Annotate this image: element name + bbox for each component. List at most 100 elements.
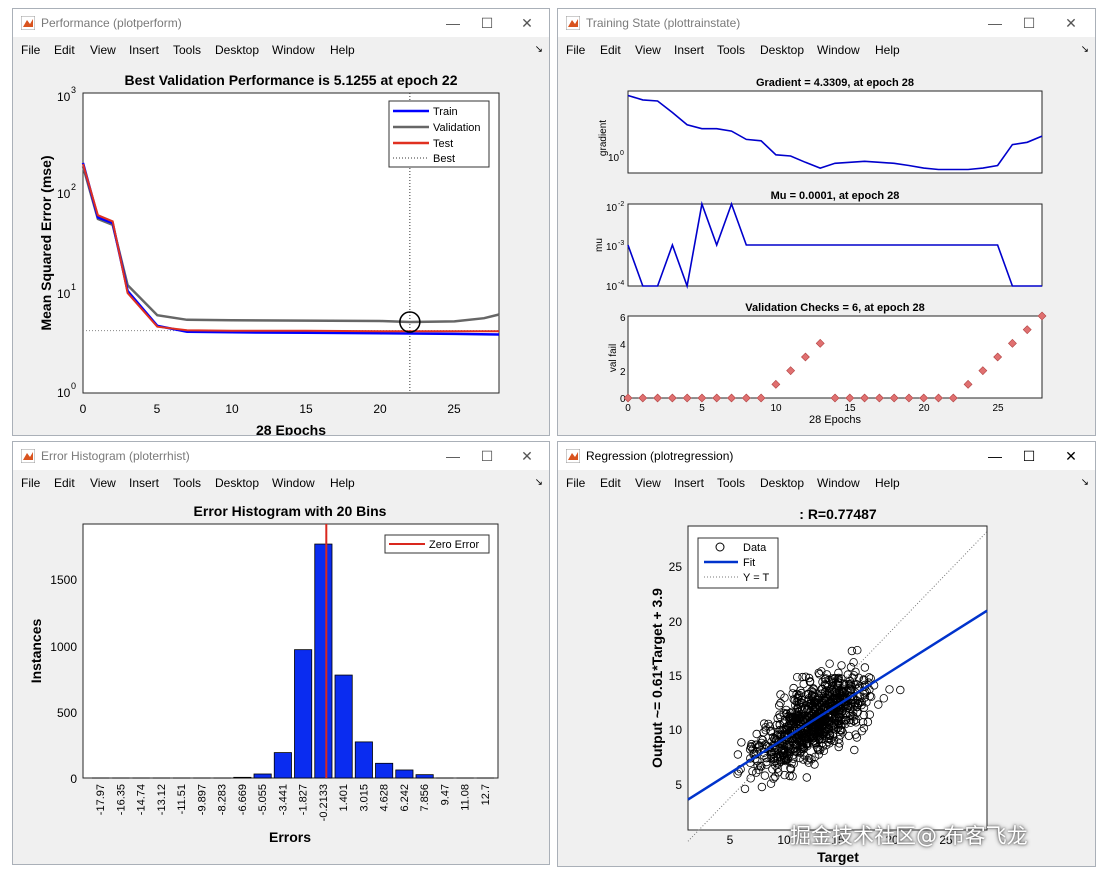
menu-help[interactable]: Help	[875, 43, 900, 57]
data-point	[815, 745, 825, 755]
menu-tools[interactable]: Tools	[717, 476, 746, 490]
menu-tools[interactable]: Tools	[717, 43, 746, 57]
y-axis-label: Mean Squared Error (mse)	[38, 155, 54, 330]
maximize-button[interactable]: ☐	[480, 15, 494, 31]
menu-insert[interactable]: Insert	[129, 43, 160, 57]
minimize-button[interactable]: —	[988, 448, 1002, 464]
dock-icon[interactable]: ↘	[534, 477, 543, 488]
menu-window[interactable]: Window	[272, 43, 315, 57]
data-point	[860, 676, 869, 685]
menu-desktop[interactable]: Desktop	[215, 476, 260, 490]
title-bar[interactable]: Performance (plotperform) — ☐ ✕	[13, 9, 549, 37]
data-point	[851, 718, 861, 727]
menu-desktop[interactable]: Desktop	[760, 476, 805, 490]
val-check-point	[874, 393, 884, 403]
close-button[interactable]: ✕	[521, 448, 533, 464]
close-button[interactable]: ✕	[1065, 448, 1077, 464]
menu-help[interactable]: Help	[330, 43, 355, 57]
menu-file[interactable]: File	[21, 43, 41, 57]
menu-view[interactable]: View	[635, 476, 661, 490]
menu-file[interactable]: File	[566, 43, 586, 57]
legend-data-marker	[715, 542, 725, 552]
minimize-button[interactable]: —	[446, 15, 460, 31]
title-bar[interactable]: Error Histogram (ploterrhist) — ☐ ✕	[13, 442, 549, 470]
val-ytick: 0	[620, 394, 626, 405]
histogram-bar	[415, 774, 434, 779]
regression-plot[interactable]: : R=0.77487 Output ~= 0.61*Target + 3.9 …	[558, 496, 1096, 866]
menu-edit[interactable]: Edit	[600, 476, 621, 490]
close-button[interactable]: ✕	[521, 15, 533, 31]
menu-insert[interactable]: Insert	[129, 476, 160, 490]
dock-icon[interactable]: ↘	[534, 44, 543, 55]
menu-insert[interactable]: Insert	[674, 476, 705, 490]
data-point	[844, 708, 854, 717]
data-point	[794, 691, 803, 701]
menu-file[interactable]: File	[21, 476, 41, 490]
data-point	[818, 738, 827, 747]
data-point	[853, 645, 862, 655]
performance-window[interactable]: Performance (plotperform) — ☐ ✕ File Edi…	[12, 8, 550, 436]
val-check-point	[889, 393, 899, 403]
data-point	[807, 686, 816, 696]
menu-view[interactable]: View	[90, 476, 116, 490]
menu-edit[interactable]: Edit	[600, 43, 621, 57]
menu-view[interactable]: View	[90, 43, 116, 57]
menu-file[interactable]: File	[566, 476, 586, 490]
data-point	[804, 673, 814, 683]
menu-edit[interactable]: Edit	[54, 43, 75, 57]
menu-insert[interactable]: Insert	[674, 43, 705, 57]
training-state-window[interactable]: Training State (plottrainstate) — ☐ ✕ Fi…	[557, 8, 1096, 436]
legend: Data Fit Y = T	[697, 537, 779, 589]
data-point	[781, 756, 790, 766]
data-point	[774, 768, 783, 777]
maximize-button[interactable]: ☐	[1022, 448, 1036, 464]
val-check-point	[712, 393, 722, 403]
menu-view[interactable]: View	[635, 43, 661, 57]
maximize-button[interactable]: ☐	[480, 448, 494, 464]
menu-help[interactable]: Help	[330, 476, 355, 490]
error-histogram-window[interactable]: Error Histogram (ploterrhist) — ☐ ✕ File…	[12, 441, 550, 865]
minimize-button[interactable]: —	[988, 15, 1002, 31]
val-check-point	[860, 393, 869, 403]
menu-window[interactable]: Window	[817, 476, 860, 490]
x-axis-label: Target	[817, 849, 859, 865]
training-state-plot[interactable]: Gradient = 4.3309, at epoch 28 gradient …	[558, 63, 1096, 435]
menu-window[interactable]: Window	[817, 43, 860, 57]
menu-desktop[interactable]: Desktop	[215, 43, 260, 57]
x-tick: -6.669	[237, 784, 249, 815]
minimize-button[interactable]: —	[446, 448, 460, 464]
histogram-plot[interactable]: Error Histogram with 20 Bins Instances E…	[13, 496, 550, 864]
menu-edit[interactable]: Edit	[54, 476, 75, 490]
performance-plot[interactable]: Best Validation Performance is 5.1255 at…	[13, 63, 550, 435]
menu-tools[interactable]: Tools	[173, 476, 202, 490]
legend-box	[384, 534, 490, 554]
maximize-button[interactable]: ☐	[1022, 15, 1036, 31]
dock-icon[interactable]: ↘	[1080, 44, 1089, 55]
menu-desktop[interactable]: Desktop	[760, 43, 805, 57]
close-button[interactable]: ✕	[1065, 15, 1077, 31]
data-point	[814, 750, 823, 759]
regression-window[interactable]: Regression (plotregression) — ☐ ✕ File E…	[557, 441, 1096, 867]
data-point	[824, 675, 833, 685]
dock-icon[interactable]: ↘	[1080, 477, 1089, 488]
data-point	[851, 730, 860, 739]
menu-window[interactable]: Window	[272, 476, 315, 490]
menu-help[interactable]: Help	[875, 476, 900, 490]
matlab-icon	[566, 16, 580, 30]
data-point	[814, 728, 823, 737]
data-point	[896, 685, 905, 695]
data-point	[862, 698, 871, 707]
data-point	[846, 662, 856, 672]
menu-tools[interactable]: Tools	[173, 43, 202, 57]
data-point	[859, 675, 868, 684]
data-point	[834, 707, 843, 716]
title-bar[interactable]: Regression (plotregression) — ☐ ✕	[558, 442, 1095, 470]
data-point	[785, 741, 795, 750]
menu-bar: File Edit View Insert Tools Desktop Wind…	[13, 472, 549, 494]
legend-validation: Validation	[433, 122, 481, 134]
title-bar[interactable]: Training State (plottrainstate) — ☐ ✕	[558, 9, 1095, 37]
data-point	[766, 779, 776, 788]
data-point	[824, 720, 833, 730]
x-tick: 5	[699, 403, 705, 414]
mu-title: Mu = 0.0001, at epoch 28	[771, 190, 900, 202]
